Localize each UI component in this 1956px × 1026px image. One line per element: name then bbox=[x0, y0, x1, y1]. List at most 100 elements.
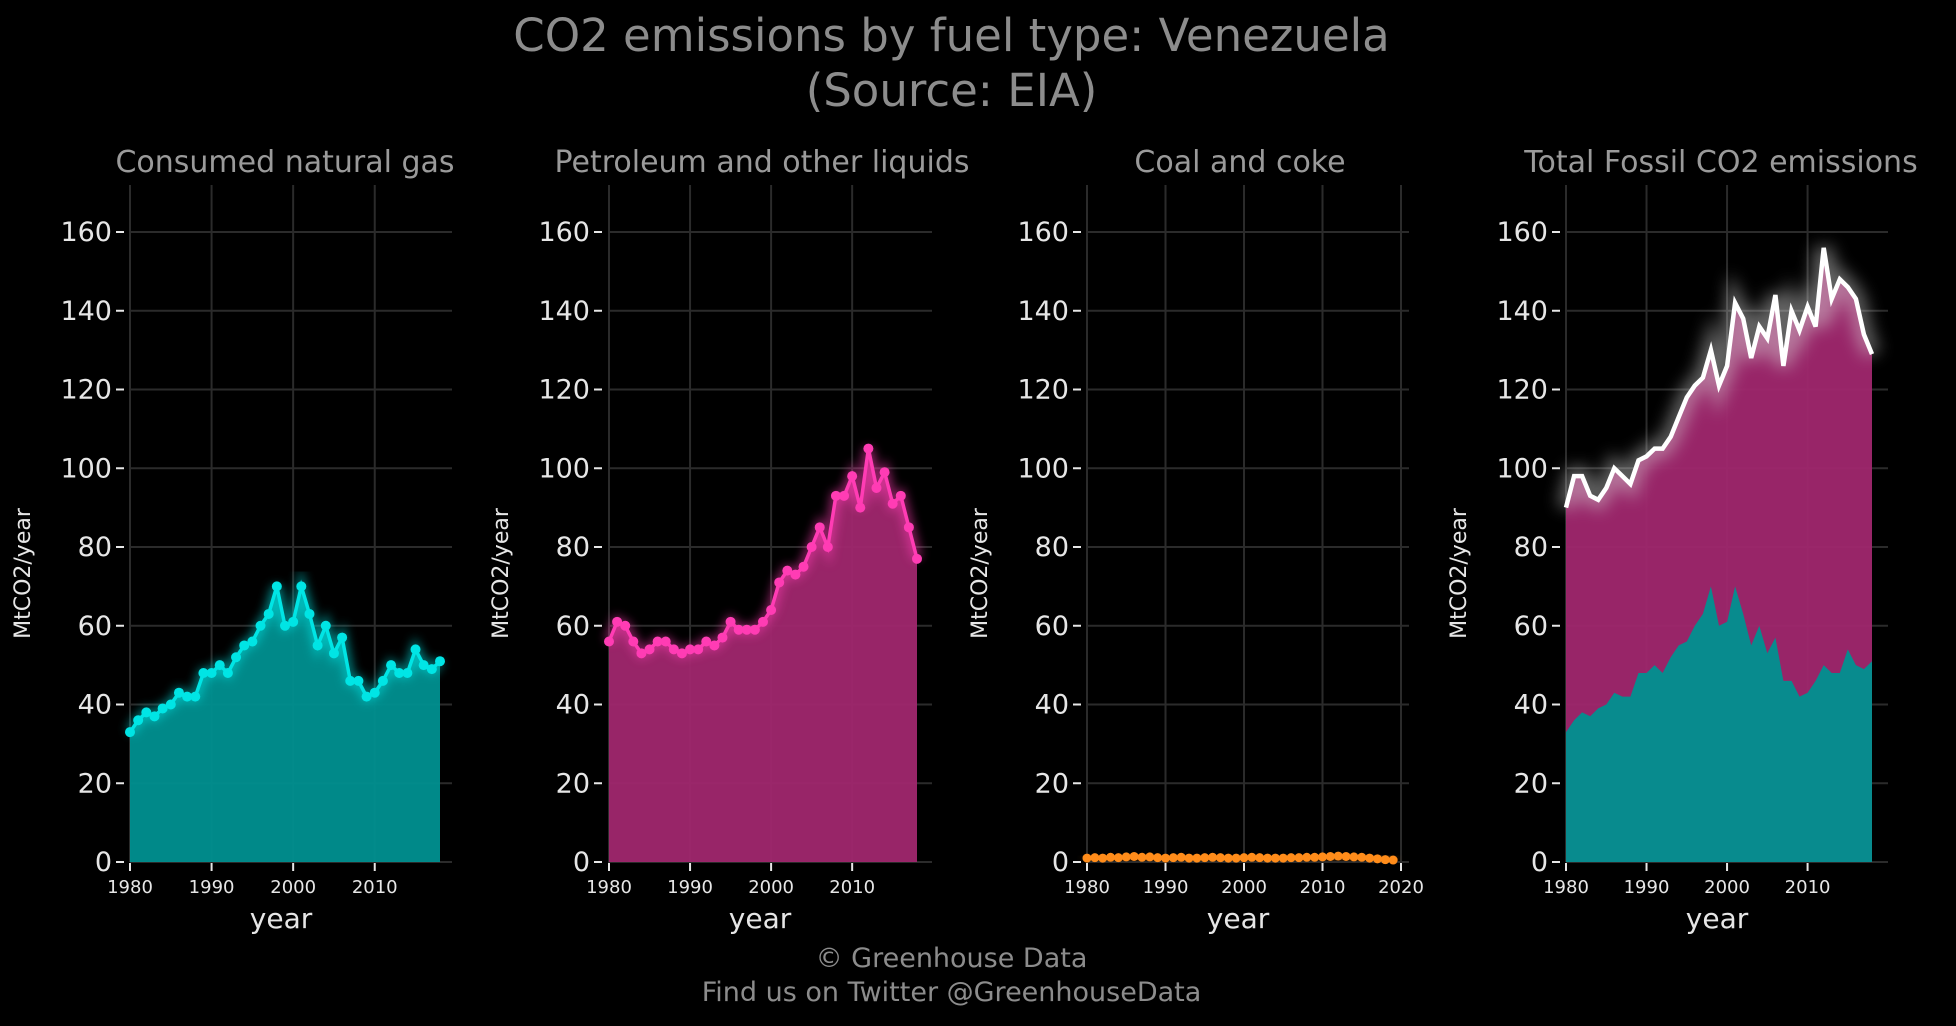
petroleum-point bbox=[660, 636, 671, 647]
gas-point bbox=[402, 668, 413, 678]
coal-point bbox=[1129, 851, 1139, 861]
coal-point bbox=[1153, 853, 1163, 863]
x-tick-label: 1980 bbox=[1064, 877, 1110, 898]
gas-point bbox=[263, 608, 274, 619]
petroleum-point bbox=[839, 490, 850, 501]
y-tick-label: 80 bbox=[78, 532, 112, 563]
coal-point bbox=[1215, 853, 1225, 863]
gas-point bbox=[280, 620, 290, 631]
coal-point bbox=[1082, 853, 1092, 863]
gas-point bbox=[320, 620, 331, 631]
y-tick-label: 100 bbox=[1017, 453, 1069, 484]
petroleum-point bbox=[725, 616, 736, 627]
petroleum-point bbox=[636, 648, 647, 659]
x-tick-label: 2010 bbox=[352, 877, 398, 898]
gas-point bbox=[386, 660, 397, 671]
coal-point bbox=[1380, 855, 1390, 865]
petroleum-point bbox=[701, 636, 712, 647]
y-tick-label: 160 bbox=[1017, 217, 1069, 248]
panel-4: 0 20 40 60 80 100 120 140 160 1980 1990 2000 2010 yea… bbox=[1447, 145, 1918, 935]
gas-point bbox=[222, 668, 233, 678]
petroleum-point bbox=[871, 482, 882, 493]
gas-point bbox=[255, 620, 266, 631]
y-tick-label: 0 bbox=[1052, 847, 1069, 878]
y-tick-label: 140 bbox=[538, 296, 590, 327]
coal-point bbox=[1113, 853, 1123, 863]
x-tick-label: 1980 bbox=[1543, 877, 1589, 898]
coal-point bbox=[1176, 852, 1186, 862]
x-tick-label: 1990 bbox=[189, 877, 235, 898]
coal-point bbox=[1208, 852, 1218, 862]
coal-point bbox=[1310, 852, 1320, 862]
petroleum-point bbox=[758, 616, 768, 627]
y-tick-label: 100 bbox=[60, 453, 112, 484]
petroleum-point bbox=[652, 636, 663, 647]
coal-point bbox=[1286, 853, 1296, 863]
gas-point bbox=[271, 581, 282, 592]
gas-point bbox=[165, 699, 176, 710]
petroleum-point bbox=[668, 644, 679, 655]
x-tick-label: 2000 bbox=[1704, 877, 1750, 898]
y-tick-label: 120 bbox=[60, 375, 112, 406]
petroleum-point bbox=[604, 636, 614, 647]
chart-title: CO2 emissions by fuel type: Venezuela (S… bbox=[0, 8, 1903, 118]
gas-point bbox=[345, 675, 356, 686]
total-gas-layer bbox=[1566, 586, 1872, 862]
coal-point bbox=[1294, 853, 1304, 863]
gas-point bbox=[190, 691, 201, 702]
x-tick-label: 1980 bbox=[107, 877, 153, 898]
petroleum-point bbox=[855, 502, 866, 513]
coal-point bbox=[1270, 853, 1280, 863]
coal-point bbox=[1223, 853, 1233, 863]
y-tick-label: 100 bbox=[1496, 453, 1548, 484]
panel-1: 0 20 40 60 80 100 120 140 160 1980 1990 2000 2010 yea… bbox=[11, 145, 455, 935]
y-tick-label: 160 bbox=[1496, 217, 1548, 248]
x-tick-label: 2000 bbox=[270, 877, 316, 898]
petroleum-point bbox=[879, 467, 890, 478]
gas-point bbox=[182, 691, 193, 702]
y-axis-label: MtCO2/year bbox=[11, 507, 36, 639]
coal-point bbox=[1325, 851, 1335, 861]
y-tick-label: 160 bbox=[60, 217, 112, 248]
coal-point bbox=[1365, 853, 1375, 863]
gas-point bbox=[206, 668, 217, 678]
gas-point bbox=[173, 687, 184, 698]
y-tick-label: 20 bbox=[1035, 768, 1069, 799]
coal-point bbox=[1318, 852, 1327, 862]
x-tick-label: 2000 bbox=[1221, 877, 1267, 898]
coal-point bbox=[1239, 853, 1249, 863]
petroleum-point bbox=[822, 542, 833, 552]
coal-point bbox=[1349, 852, 1359, 862]
petroleum-point bbox=[709, 640, 720, 651]
x-axis-label: year bbox=[1686, 902, 1749, 935]
total-line bbox=[1563, 247, 1875, 509]
x-tick-label: 2010 bbox=[1300, 877, 1346, 898]
gas-point bbox=[231, 652, 242, 663]
gas-point bbox=[304, 608, 315, 619]
gas-point bbox=[328, 648, 339, 659]
x-tick-label: 1980 bbox=[586, 877, 632, 898]
y-tick-label: 80 bbox=[556, 532, 590, 563]
panel-title: Consumed natural gas bbox=[115, 145, 454, 180]
footer-twitter: Find us on Twitter @GreenhouseData bbox=[701, 977, 1202, 1008]
gas-point bbox=[426, 664, 437, 675]
x-tick-label: 1990 bbox=[1143, 877, 1189, 898]
x-axis-label: year bbox=[250, 902, 313, 935]
petroleum-point bbox=[782, 565, 793, 576]
gas-point bbox=[141, 707, 152, 718]
coal-point bbox=[1192, 853, 1202, 863]
petroleum-point bbox=[644, 644, 655, 655]
coal-point bbox=[1161, 853, 1170, 863]
panel-title: Total Fossil CO2 emissions bbox=[1523, 145, 1917, 180]
x-tick-label: 1990 bbox=[1624, 877, 1670, 898]
chart-title-line2: (Source: EIA) bbox=[805, 64, 1098, 117]
y-tick-label: 120 bbox=[538, 375, 590, 406]
y-tick-label: 140 bbox=[60, 296, 112, 327]
y-tick-label: 20 bbox=[1514, 768, 1548, 799]
y-tick-label: 0 bbox=[1531, 847, 1548, 878]
petroleum-point bbox=[847, 471, 858, 482]
panel-3: 0 20 40 60 80 100 120 140 160 1980 1990 2000 2010 202… bbox=[968, 145, 1424, 935]
petroleum-point bbox=[717, 632, 728, 643]
coal-point bbox=[1302, 852, 1312, 862]
y-tick-label: 40 bbox=[556, 690, 590, 721]
